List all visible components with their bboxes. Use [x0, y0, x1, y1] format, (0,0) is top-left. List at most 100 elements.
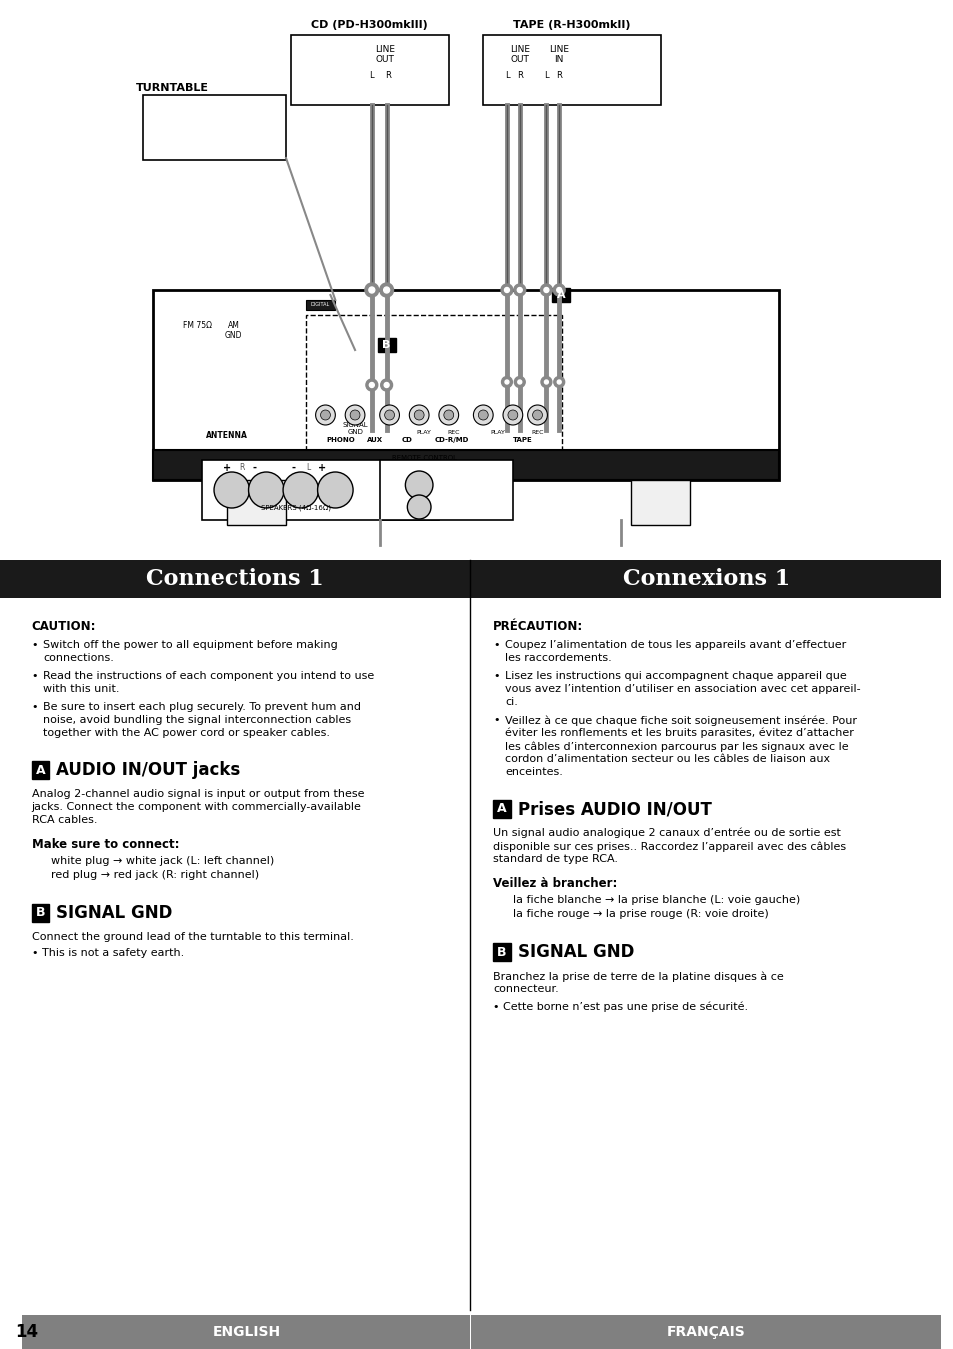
Circle shape	[317, 472, 353, 509]
Bar	[305, 316, 561, 460]
Circle shape	[517, 380, 521, 384]
Circle shape	[527, 405, 547, 425]
Circle shape	[443, 410, 454, 420]
Circle shape	[504, 380, 508, 384]
Circle shape	[213, 472, 250, 509]
Circle shape	[507, 410, 517, 420]
Bar	[31, 761, 50, 778]
Text: DIGITAL: DIGITAL	[311, 302, 330, 308]
Circle shape	[473, 405, 493, 425]
Circle shape	[543, 287, 548, 293]
Text: Make sure to connect:: Make sure to connect:	[31, 838, 179, 851]
Text: IN: IN	[554, 55, 563, 65]
Circle shape	[414, 410, 424, 420]
Text: Switch off the power to all equipment before making: Switch off the power to all equipment be…	[43, 639, 337, 650]
Text: REC: REC	[531, 429, 543, 434]
Text: CAUTION:: CAUTION:	[31, 621, 96, 633]
Circle shape	[500, 285, 513, 295]
Text: CD (PD-H300mkIII): CD (PD-H300mkIII)	[312, 20, 428, 30]
Circle shape	[320, 410, 330, 420]
Text: OUT: OUT	[375, 55, 394, 65]
Text: -: -	[292, 463, 295, 473]
Text: enceintes.: enceintes.	[504, 768, 562, 777]
Text: FRANÇAIS: FRANÇAIS	[666, 1325, 745, 1340]
Text: LINE: LINE	[375, 46, 395, 54]
Text: SPEAKERS (4Ω-16Ω): SPEAKERS (4Ω-16Ω)	[260, 505, 331, 511]
Bar	[202, 460, 438, 519]
Text: GND: GND	[225, 331, 242, 340]
Text: B: B	[35, 907, 45, 920]
Text: R: R	[384, 70, 390, 80]
Circle shape	[477, 410, 488, 420]
Text: • This is not a safety earth.: • This is not a safety earth.	[31, 948, 184, 958]
Text: GND: GND	[347, 429, 363, 434]
Text: PRÉCAUTION:: PRÉCAUTION:	[493, 621, 583, 633]
Text: Un signal audio analogique 2 canaux d’entrée ou de sortie est: Un signal audio analogique 2 canaux d’en…	[493, 828, 841, 839]
Text: A: A	[35, 764, 45, 777]
Text: éviter les ronflements et les bruits parasites, évitez d’attacher: éviter les ronflements et les bruits par…	[504, 728, 853, 738]
Text: AM: AM	[228, 321, 239, 329]
Bar	[0, 560, 470, 598]
Circle shape	[366, 379, 377, 391]
Bar	[379, 460, 513, 519]
Text: L: L	[543, 70, 548, 80]
Text: la fiche blanche → la prise blanche (L: voie gauche): la fiche blanche → la prise blanche (L: …	[513, 894, 800, 905]
Text: L: L	[504, 70, 509, 80]
Text: CD-R/MD: CD-R/MD	[434, 437, 469, 442]
Text: R: R	[556, 70, 561, 80]
Text: R: R	[238, 464, 244, 472]
Text: Branchez la prise de terre de la platine disques à ce: Branchez la prise de terre de la platine…	[493, 971, 783, 982]
Text: SIGNAL GND: SIGNAL GND	[517, 943, 634, 960]
Circle shape	[249, 472, 284, 509]
Text: SIGNAL: SIGNAL	[342, 422, 368, 428]
Text: B: B	[382, 340, 391, 349]
Text: • Cette borne n’est pas une prise de sécurité.: • Cette borne n’est pas une prise de séc…	[493, 1001, 747, 1012]
Text: •: •	[493, 715, 499, 724]
Text: Connexions 1: Connexions 1	[622, 568, 789, 590]
Circle shape	[350, 410, 359, 420]
Text: Analog 2-channel audio signal is input or output from these: Analog 2-channel audio signal is input o…	[31, 789, 364, 799]
Circle shape	[532, 410, 542, 420]
Text: SIGNAL GND: SIGNAL GND	[56, 904, 172, 921]
Text: PHONO: PHONO	[326, 437, 355, 442]
Bar	[143, 94, 286, 161]
Text: ci.: ci.	[504, 697, 517, 707]
Circle shape	[365, 283, 378, 297]
Text: •: •	[31, 670, 38, 681]
Text: jacks. Connect the component with commercially-available: jacks. Connect the component with commer…	[31, 803, 361, 812]
Bar	[471, 560, 940, 598]
Bar	[493, 943, 511, 960]
Circle shape	[383, 287, 389, 293]
Bar	[227, 480, 286, 525]
Text: B: B	[497, 946, 506, 959]
Circle shape	[554, 376, 564, 387]
Circle shape	[553, 285, 564, 295]
Text: +: +	[318, 463, 326, 473]
Text: •: •	[31, 639, 38, 650]
Circle shape	[407, 495, 431, 519]
Bar	[483, 35, 660, 105]
Text: Connections 1: Connections 1	[146, 568, 323, 590]
Circle shape	[369, 287, 375, 293]
Text: TAPE: TAPE	[513, 437, 532, 442]
Text: REC: REC	[447, 429, 459, 434]
Text: •: •	[493, 670, 499, 681]
Text: R: R	[517, 70, 522, 80]
Text: cordon d’alimentation secteur ou les câbles de liaison aux: cordon d’alimentation secteur ou les câb…	[504, 754, 829, 764]
Circle shape	[540, 285, 552, 295]
Text: ANTENNA: ANTENNA	[206, 430, 248, 440]
Circle shape	[504, 287, 509, 293]
Text: A: A	[557, 290, 565, 299]
Text: -: -	[253, 463, 256, 473]
Bar	[31, 904, 50, 921]
Bar	[377, 339, 395, 352]
Text: connecteur.: connecteur.	[493, 983, 558, 994]
Text: •: •	[493, 639, 499, 650]
Text: PLAY: PLAY	[416, 429, 431, 434]
Text: la fiche rouge → la prise rouge (R: voie droite): la fiche rouge → la prise rouge (R: voie…	[513, 909, 768, 919]
Circle shape	[514, 376, 525, 387]
Text: AUX: AUX	[366, 437, 382, 442]
Bar	[471, 1315, 940, 1349]
Circle shape	[369, 383, 374, 387]
Circle shape	[380, 379, 392, 391]
